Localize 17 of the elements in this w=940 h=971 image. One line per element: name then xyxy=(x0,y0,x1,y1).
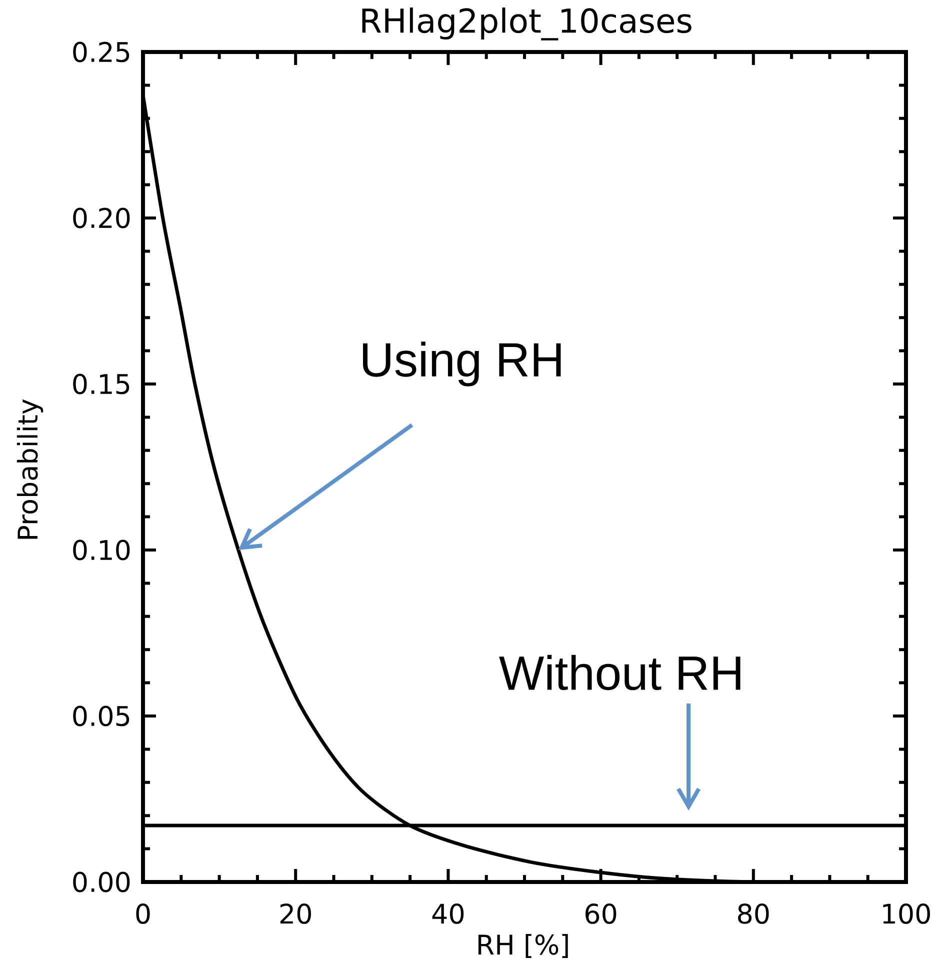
x-tick-label: 80 xyxy=(738,904,769,924)
y-tick-label: 0.10 xyxy=(73,540,130,560)
y-tick-label: 0.25 xyxy=(73,42,130,62)
x-tick-label: 100 xyxy=(883,904,930,924)
x-axis-title: RH [%] xyxy=(478,934,568,958)
y-tick-label: 0.15 xyxy=(73,374,130,394)
x-tick-label: 40 xyxy=(432,904,464,924)
x-tick-label: 0 xyxy=(136,904,150,924)
y-axis-title: Probability xyxy=(16,399,44,539)
chart-title: RHlag2plot_10cases xyxy=(362,8,692,40)
x-tick-label: 60 xyxy=(586,904,616,924)
y-tick-label: 0.20 xyxy=(73,208,130,228)
x-tick-label: 20 xyxy=(280,904,311,924)
y-tick-label: 0.05 xyxy=(73,706,130,726)
y-tick-label: 0.00 xyxy=(73,872,130,892)
annotation: Without RH xyxy=(499,654,740,690)
annotation: Using RH xyxy=(363,342,561,386)
